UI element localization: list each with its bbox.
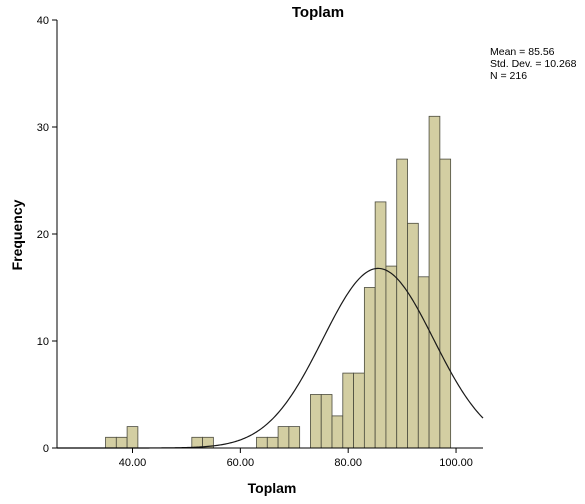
histogram-bar (374, 201, 387, 449)
histogram-bar (115, 436, 128, 449)
histogram-bar (288, 426, 301, 449)
histogram-bar (256, 436, 268, 449)
x-tick-label: 100.00 (439, 457, 473, 469)
histogram-bar (417, 276, 430, 449)
x-tick-label: 80.00 (334, 457, 362, 469)
histogram-bar (310, 394, 322, 449)
histogram-bar (266, 436, 279, 449)
histogram-bar (385, 265, 398, 449)
y-tick-label: 0 (43, 443, 49, 455)
y-axis-title: Frequency (9, 199, 25, 270)
histogram-bar (105, 436, 117, 449)
histogram-bar (331, 415, 344, 449)
x-tick-label: 40.00 (119, 457, 147, 469)
histogram-bar (342, 372, 354, 449)
y-tick-label: 30 (37, 122, 49, 134)
stat-mean: Mean = 85.56 (490, 46, 555, 58)
histogram-bar (277, 426, 290, 449)
histogram-bar (353, 372, 365, 449)
x-axis-ticks: 40.00 60.00 80.00 100.00 (119, 448, 473, 469)
histogram-bar (363, 287, 376, 449)
chart-title: Toplam (292, 4, 344, 21)
stat-std-dev: Std. Dev. = 10.268 (490, 58, 577, 70)
histogram-bar (126, 426, 139, 449)
y-axis-ticks: 0 10 20 30 40 (37, 15, 57, 455)
stat-n: N = 216 (490, 70, 527, 82)
y-tick-label: 40 (37, 15, 49, 27)
x-tick-label: 60.00 (227, 457, 255, 469)
histogram-bar (320, 394, 333, 449)
histogram-bar (439, 158, 452, 449)
y-tick-label: 20 (37, 229, 49, 241)
y-tick-label: 10 (37, 336, 49, 348)
histogram-bar (396, 158, 408, 449)
histogram-bar (407, 222, 419, 449)
x-axis-title: Toplam (248, 480, 297, 496)
histogram-bar (428, 115, 441, 449)
